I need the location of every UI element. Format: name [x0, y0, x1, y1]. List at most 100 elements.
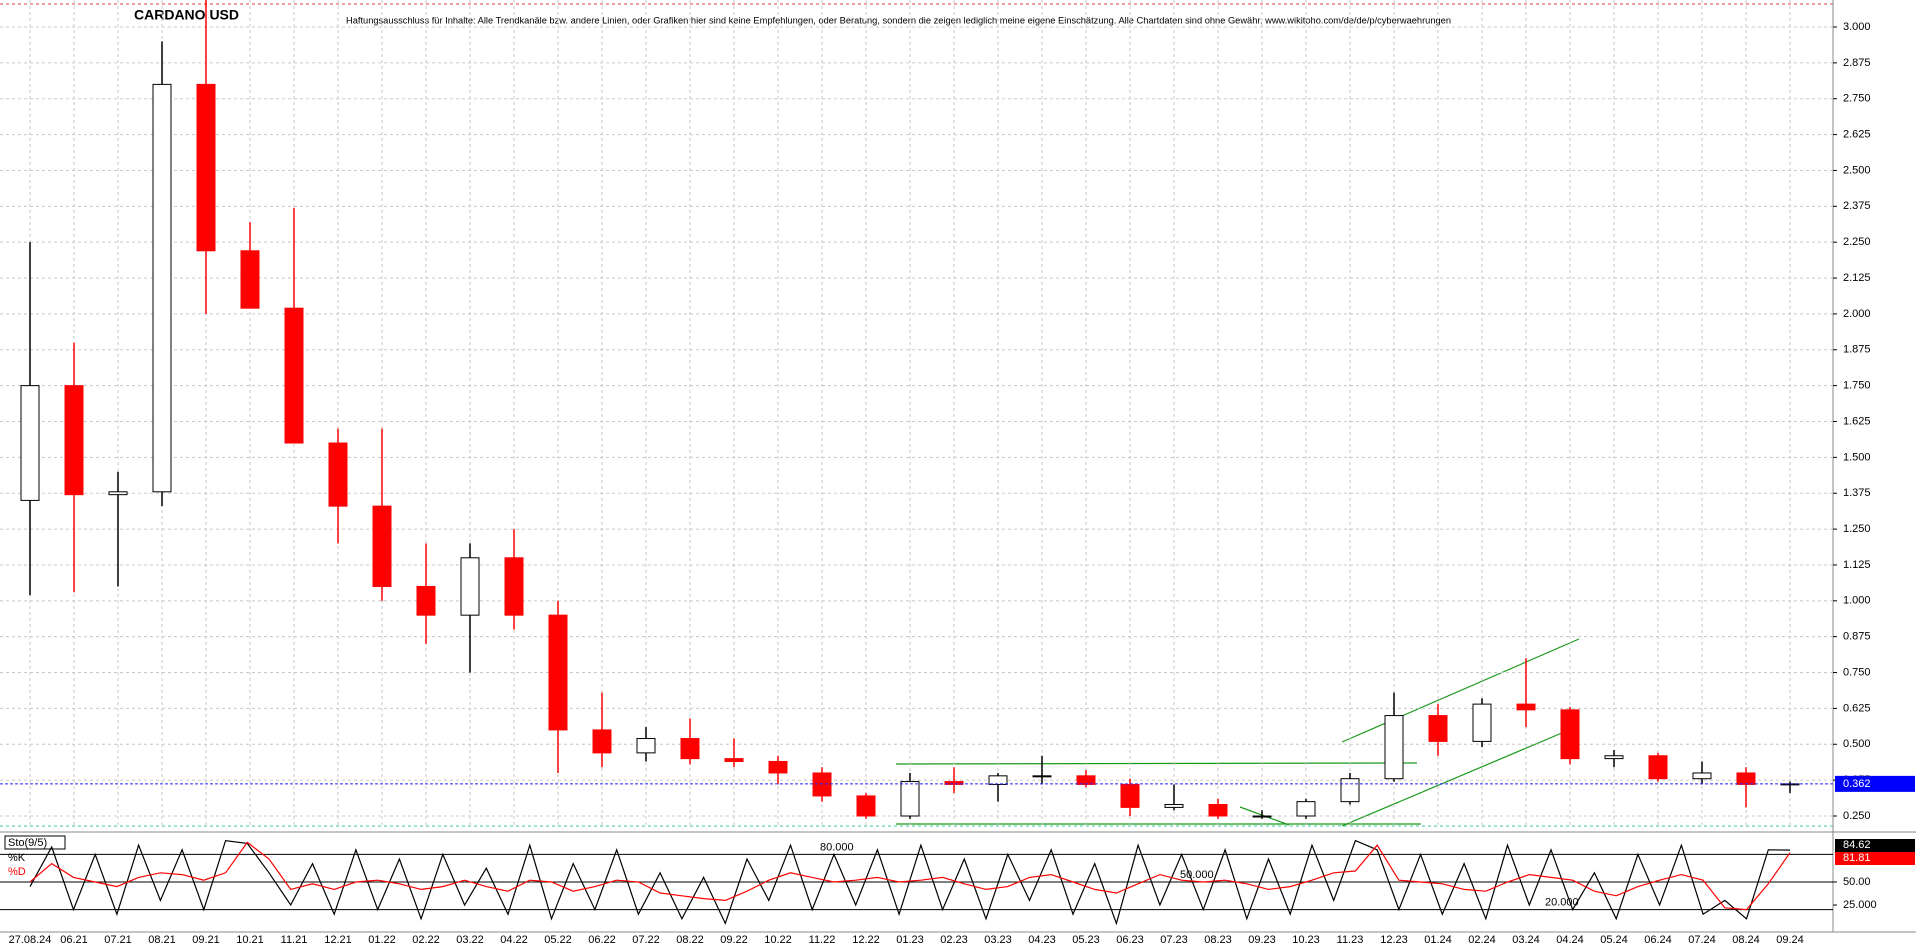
x-tick-label: 10.23	[1292, 934, 1320, 946]
x-tick-label: 07.21	[104, 934, 132, 946]
y-tick-label: 1.250	[1843, 523, 1871, 535]
x-tick-label: 09.24	[1776, 934, 1804, 946]
indicator-box	[4, 835, 66, 850]
x-tick-label: 08.21	[148, 934, 176, 946]
y-tick-label: 1.625	[1843, 415, 1871, 427]
candle-body	[460, 557, 480, 616]
y-tick-label: 1.125	[1843, 559, 1871, 571]
y-tick-label: 25.000	[1843, 899, 1877, 911]
x-tick-label: 11.21	[281, 934, 308, 946]
x-tick-label: 11.23	[1337, 934, 1364, 946]
stoch-line	[29, 839, 1791, 926]
candle-body	[108, 491, 128, 496]
candle-body	[1472, 703, 1492, 742]
x-tick-label: 03.24	[1512, 934, 1540, 946]
candle-body	[856, 795, 876, 817]
x-tick-label: 01.24	[1424, 934, 1452, 946]
x-tick-label: 06.24	[1644, 934, 1672, 946]
x-tick-label: 07.22	[632, 934, 660, 946]
candle-body	[1296, 801, 1316, 817]
stoch-line	[29, 841, 1791, 911]
candle-body	[372, 505, 392, 587]
candle-body	[1384, 715, 1404, 780]
y-tick-label: 1.000	[1843, 595, 1871, 607]
candle-body	[812, 772, 832, 797]
last-value-label: 81.81	[1843, 852, 1871, 864]
candle-body	[592, 729, 612, 754]
x-tick-label: 02.22	[412, 934, 440, 946]
trend-line	[895, 762, 1418, 765]
candle-body	[1560, 709, 1580, 760]
candle-body	[1164, 804, 1184, 808]
candle-body	[1076, 775, 1096, 785]
candle-body	[1032, 775, 1052, 778]
x-tick-label: 08.24	[1732, 934, 1760, 946]
x-tick-label: 27.08.24	[9, 934, 52, 946]
candle-body	[724, 758, 744, 762]
last-value-box	[1835, 852, 1915, 865]
candle-body	[416, 585, 436, 616]
y-tick-label: 1.375	[1843, 487, 1871, 499]
x-tick-label: 05.23	[1072, 934, 1100, 946]
y-tick-label: 1.750	[1843, 380, 1871, 392]
x-tick-label: 05.22	[544, 934, 572, 946]
candle-body	[1516, 703, 1536, 711]
x-tick-label: 02.23	[940, 934, 968, 946]
y-tick-label: 2.000	[1843, 308, 1871, 320]
candle-body	[1252, 815, 1272, 818]
x-tick-label: 06.23	[1116, 934, 1144, 946]
candle-body	[64, 385, 84, 496]
y-tick-label: 3.000	[1843, 21, 1871, 33]
candle-body	[768, 760, 788, 774]
x-tick-label: 04.22	[500, 934, 528, 946]
x-tick-label: 09.23	[1248, 934, 1276, 946]
candle-body	[548, 614, 568, 731]
candle-body	[240, 250, 260, 309]
trend-line	[1341, 638, 1580, 743]
candle-body	[1428, 715, 1448, 742]
candle-body	[1736, 772, 1756, 785]
candle-body	[1648, 755, 1668, 780]
candle-body	[504, 557, 524, 616]
level-label: 20.000	[1545, 897, 1579, 909]
chart-title: CARDANO USD	[134, 7, 239, 23]
x-tick-label: 09.22	[720, 934, 748, 946]
y-tick-label: 2.500	[1843, 164, 1871, 176]
candle-body	[196, 83, 216, 252]
candle-body	[20, 385, 40, 501]
trend-line	[1341, 726, 1577, 827]
legend-k: %K	[8, 852, 26, 864]
y-tick-label: 2.625	[1843, 128, 1871, 140]
candle-body	[1340, 778, 1360, 803]
y-tick-label: 0.250	[1843, 810, 1871, 822]
y-tick-label: 50.00	[1843, 876, 1871, 888]
y-tick-label: 0.625	[1843, 702, 1871, 714]
x-tick-label: 12.21	[324, 934, 352, 946]
level-label: 80.000	[820, 841, 854, 853]
last-value-box	[1835, 839, 1915, 852]
x-tick-label: 09.21	[192, 934, 220, 946]
indicator-title: Sto(9/5)	[8, 837, 47, 849]
x-tick-label: 02.24	[1468, 934, 1496, 946]
x-tick-label: 03.23	[984, 934, 1012, 946]
x-tick-label: 12.22	[852, 934, 880, 946]
last-value-label: 84.62	[1843, 839, 1871, 851]
candle-body	[988, 775, 1008, 785]
last-price-label: 0.362	[1843, 778, 1871, 790]
trend-lines	[895, 638, 1580, 827]
legend-d: %D	[8, 866, 26, 878]
x-tick-label: 05.24	[1600, 934, 1628, 946]
candle-body	[1208, 804, 1228, 817]
candle-body	[900, 781, 920, 817]
x-tick-label: 12.23	[1380, 934, 1408, 946]
candle-body	[636, 738, 656, 754]
x-tick-label: 03.22	[456, 934, 484, 946]
x-tick-label: 10.21	[236, 934, 264, 946]
level-label: 50.000	[1180, 869, 1214, 881]
x-tick-label: 07.24	[1688, 934, 1716, 946]
x-tick-label: 11.22	[809, 934, 836, 946]
y-tick-label: 0.875	[1843, 631, 1871, 643]
y-tick-label: 0.750	[1843, 666, 1871, 678]
x-tick-label: 04.24	[1556, 934, 1584, 946]
